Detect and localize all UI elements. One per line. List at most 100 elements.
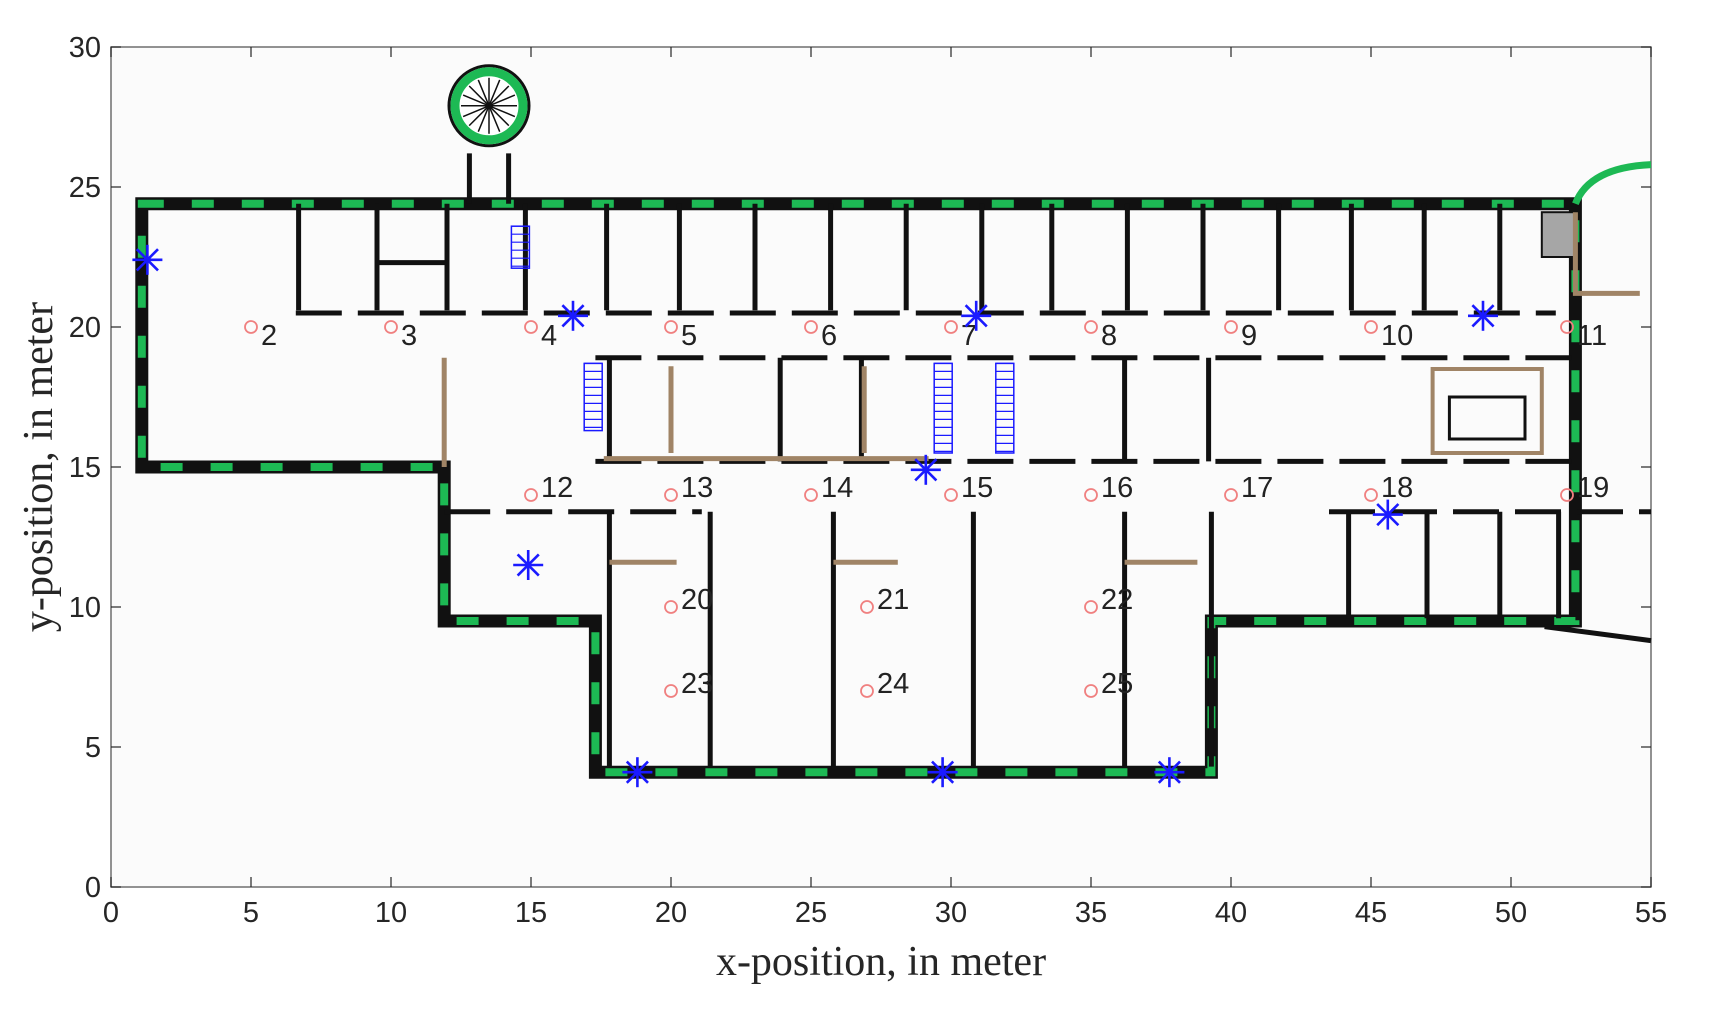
x-tick-label: 45	[1355, 897, 1387, 929]
stair-step	[462, 94, 490, 107]
stair-step	[488, 105, 510, 127]
stair-step	[477, 105, 490, 132]
measurement-point	[1084, 320, 1098, 334]
measurement-point	[664, 488, 678, 502]
measurement-point	[524, 488, 538, 502]
measurement-point-label: 17	[1241, 472, 1273, 504]
annex-partition	[1572, 212, 1640, 296]
measurement-point	[1224, 320, 1238, 334]
measurement-point	[524, 320, 538, 334]
transmitter-marker	[558, 300, 588, 331]
measurement-point	[944, 488, 958, 502]
x-tick-label: 30	[935, 897, 967, 929]
measurement-point	[944, 320, 958, 334]
measurement-point	[804, 488, 818, 502]
x-tick-label: 0	[103, 897, 119, 929]
transmitter-stroke	[931, 760, 955, 784]
transmitter-marker	[1154, 757, 1185, 788]
measurement-point-label: 23	[681, 668, 713, 700]
annex-wall	[1572, 161, 1652, 206]
measurement-point	[664, 320, 678, 334]
measurement-point	[1364, 488, 1378, 502]
measurement-point-label: 4	[541, 320, 557, 352]
x-tick-label: 35	[1075, 897, 1107, 929]
measurement-point-label: 9	[1241, 320, 1257, 352]
x-tick-label: 55	[1635, 897, 1667, 929]
measurement-point-label: 22	[1101, 584, 1133, 616]
measurement-point	[1560, 320, 1574, 334]
measurement-point	[384, 320, 398, 334]
x-tick-label: 50	[1495, 897, 1527, 929]
measurement-point-label: 12	[541, 472, 573, 504]
y-tick-label: 10	[69, 592, 101, 624]
x-tick-label: 20	[655, 897, 687, 929]
measurement-point-label: 6	[821, 320, 837, 352]
stair-step	[462, 105, 490, 118]
measurement-point-label: 5	[681, 320, 697, 352]
transmitter-stroke	[1471, 304, 1495, 328]
measurement-point-label: 21	[877, 584, 909, 616]
measurement-point	[1084, 600, 1098, 614]
x-tick-label: 25	[795, 897, 827, 929]
stair-step	[468, 105, 490, 127]
measurement-point-label: 8	[1101, 320, 1117, 352]
stair-step	[468, 85, 490, 107]
measurement-point	[860, 600, 874, 614]
measurement-point	[1084, 488, 1098, 502]
measurement-point	[804, 320, 818, 334]
measurement-point	[244, 320, 258, 334]
stair-step	[488, 105, 501, 132]
transmitter-marker	[1468, 300, 1498, 331]
measurement-point	[1560, 488, 1574, 502]
measurement-point	[860, 684, 874, 698]
measurement-point-label: 18	[1381, 472, 1413, 504]
transmitter-stroke	[516, 553, 540, 577]
x-tick-label: 10	[375, 897, 407, 929]
measurement-point	[664, 600, 678, 614]
stair-step	[488, 105, 516, 118]
measurement-point-label: 10	[1381, 320, 1413, 352]
transmitter-marker	[622, 757, 653, 788]
transmitter-marker	[1372, 499, 1403, 530]
outer-wall-windows	[137, 199, 1580, 777]
measurement-point-label: 24	[877, 668, 909, 700]
washroom-fixture	[1447, 395, 1527, 441]
transmitter-marker	[961, 300, 992, 331]
transmitter-stroke	[561, 304, 585, 328]
y-tick-label: 20	[69, 312, 101, 344]
transmitter-stroke	[1376, 503, 1400, 527]
measurement-point-label: 3	[401, 320, 417, 352]
x-tick-label: 40	[1215, 897, 1247, 929]
x-axis: 0 5 10 15 20 25 30 35 40 45 50 55	[103, 47, 1667, 929]
transmitter-marker	[927, 757, 958, 788]
y-tick-label: 0	[85, 872, 101, 904]
y-tick-label: 15	[69, 452, 101, 484]
stair-step	[488, 85, 510, 107]
x-axis-title: x-position, in meter	[716, 939, 1046, 985]
measurement-point-label: 11	[1577, 320, 1607, 352]
transmitter-marker	[910, 454, 941, 485]
stair-step	[488, 79, 501, 107]
measurement-point-label: 16	[1101, 472, 1133, 504]
transmitter-marker	[513, 550, 544, 580]
measurement-point	[664, 684, 678, 698]
measurement-point-label: 2	[261, 320, 277, 352]
transmitter-stroke	[914, 458, 938, 482]
measurement-point-label: 20	[681, 584, 713, 616]
measurement-point-label: 25	[1101, 668, 1133, 700]
measurement-point	[1364, 320, 1378, 334]
floor-plan-drawing	[135, 64, 1652, 779]
y-tick-label: 25	[69, 172, 101, 204]
stair-step	[488, 94, 516, 107]
measurement-point-label: 14	[821, 472, 853, 504]
x-tick-label: 5	[243, 897, 259, 929]
measurement-point	[1084, 684, 1098, 698]
measurement-point-label: 15	[961, 472, 993, 504]
measurement-point-label: 7	[961, 320, 977, 352]
annex-block	[1540, 211, 1577, 258]
measurement-point	[1224, 488, 1238, 502]
annex-lower-wall	[1544, 624, 1652, 644]
